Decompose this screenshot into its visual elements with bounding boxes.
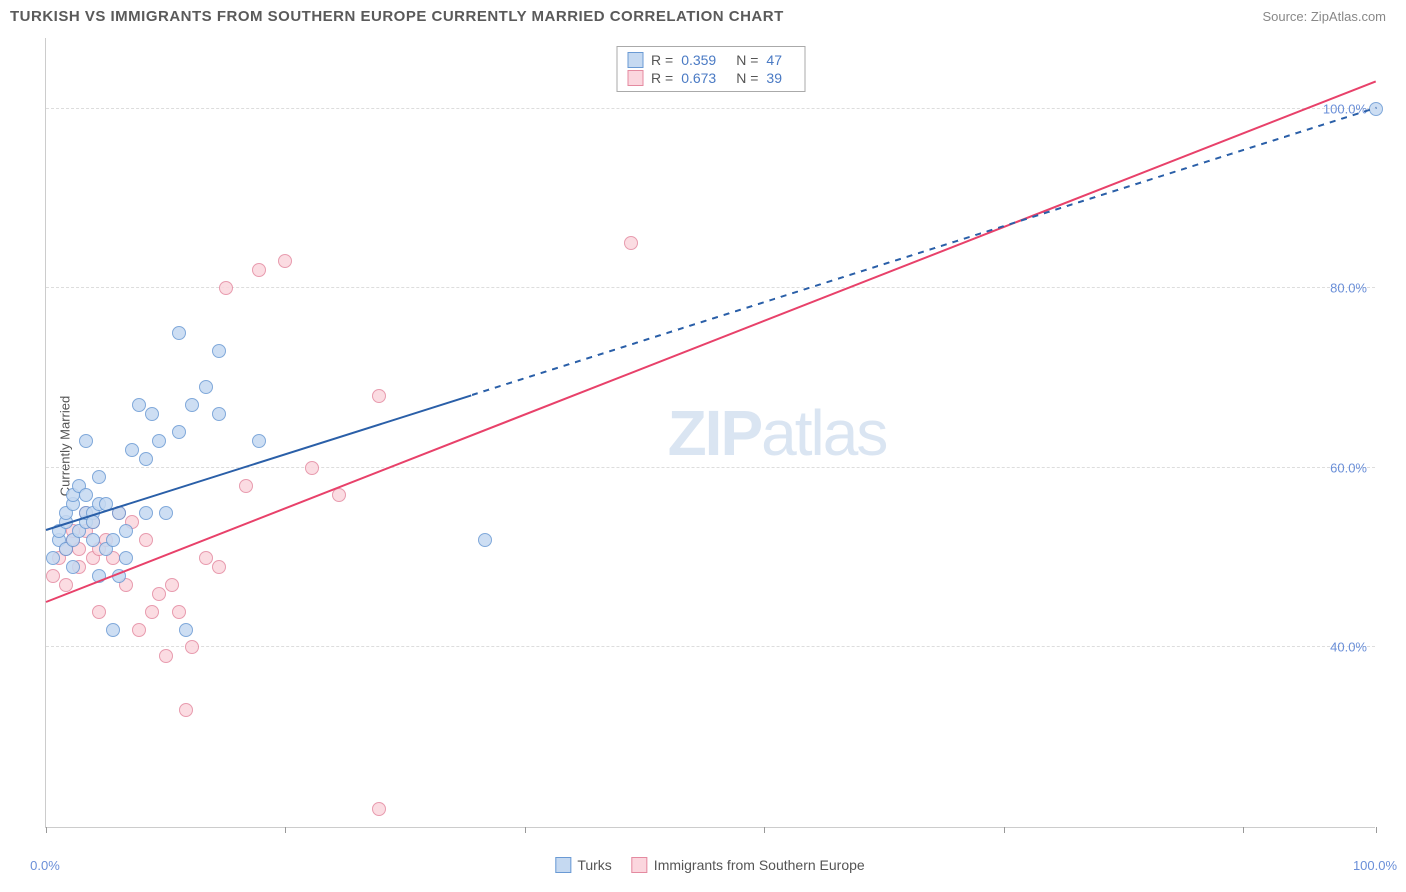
data-point-turks [86, 533, 100, 547]
x-tick [525, 827, 526, 833]
data-point-turks [185, 398, 199, 412]
scatter-chart: ZIPatlas R = 0.359 N = 47 R = 0.673 N = … [45, 38, 1375, 828]
data-point-immigrants [305, 461, 319, 475]
data-point-immigrants [159, 649, 173, 663]
data-point-turks [145, 407, 159, 421]
x-tick [1004, 827, 1005, 833]
data-point-turks [252, 434, 266, 448]
swatch-immigrants [627, 70, 643, 86]
data-point-turks [119, 524, 133, 538]
data-point-turks [106, 533, 120, 547]
data-point-immigrants [46, 569, 60, 583]
data-point-turks [478, 533, 492, 547]
data-point-turks [106, 623, 120, 637]
watermark: ZIPatlas [668, 396, 887, 470]
legend-item-immigrants: Immigrants from Southern Europe [632, 857, 865, 873]
plot-area: ZIPatlas R = 0.359 N = 47 R = 0.673 N = … [45, 38, 1375, 828]
data-point-turks [212, 407, 226, 421]
gridline [46, 108, 1375, 109]
y-tick-label: 60.0% [1330, 460, 1367, 475]
data-point-immigrants [372, 389, 386, 403]
gridline [46, 646, 1375, 647]
data-point-turks [172, 326, 186, 340]
data-point-immigrants [179, 703, 193, 717]
data-point-immigrants [132, 623, 146, 637]
data-point-turks [46, 551, 60, 565]
data-point-immigrants [219, 281, 233, 295]
swatch-turks [555, 857, 571, 873]
stats-row-immigrants: R = 0.673 N = 39 [627, 69, 794, 87]
data-point-immigrants [199, 551, 213, 565]
y-tick-label: 100.0% [1323, 101, 1367, 116]
data-point-immigrants [92, 605, 106, 619]
data-point-turks [152, 434, 166, 448]
swatch-turks [627, 52, 643, 68]
source-attribution: Source: ZipAtlas.com [1262, 9, 1386, 24]
data-point-turks [79, 434, 93, 448]
data-point-immigrants [252, 263, 266, 277]
legend-item-turks: Turks [555, 857, 611, 873]
data-point-immigrants [152, 587, 166, 601]
data-point-turks [79, 488, 93, 502]
data-point-immigrants [145, 605, 159, 619]
x-tick-label: 0.0% [30, 858, 60, 873]
x-tick [764, 827, 765, 833]
chart-title: TURKISH VS IMMIGRANTS FROM SOUTHERN EURO… [10, 8, 784, 25]
data-point-turks [92, 470, 106, 484]
trendline [46, 80, 1377, 603]
data-point-immigrants [239, 479, 253, 493]
bottom-legend: Turks Immigrants from Southern Europe [555, 857, 864, 873]
data-point-immigrants [185, 640, 199, 654]
data-point-turks [172, 425, 186, 439]
data-point-turks [139, 452, 153, 466]
data-point-turks [66, 560, 80, 574]
x-tick-label: 100.0% [1353, 858, 1397, 873]
data-point-immigrants [139, 533, 153, 547]
stats-row-turks: R = 0.359 N = 47 [627, 51, 794, 69]
data-point-immigrants [278, 254, 292, 268]
trendline-dashed [471, 107, 1376, 396]
trendline [46, 394, 472, 531]
x-tick [46, 827, 47, 833]
swatch-immigrants [632, 857, 648, 873]
y-tick-label: 80.0% [1330, 281, 1367, 296]
data-point-turks [199, 380, 213, 394]
data-point-immigrants [212, 560, 226, 574]
y-tick-label: 40.0% [1330, 640, 1367, 655]
gridline [46, 287, 1375, 288]
data-point-turks [139, 506, 153, 520]
data-point-immigrants [624, 236, 638, 250]
x-tick [285, 827, 286, 833]
data-point-turks [125, 443, 139, 457]
correlation-stats-box: R = 0.359 N = 47 R = 0.673 N = 39 [616, 46, 805, 92]
data-point-turks [212, 344, 226, 358]
data-point-immigrants [165, 578, 179, 592]
data-point-immigrants [372, 802, 386, 816]
data-point-immigrants [172, 605, 186, 619]
data-point-immigrants [59, 578, 73, 592]
data-point-turks [132, 398, 146, 412]
x-tick [1376, 827, 1377, 833]
data-point-turks [119, 551, 133, 565]
data-point-turks [179, 623, 193, 637]
data-point-turks [159, 506, 173, 520]
x-tick [1243, 827, 1244, 833]
